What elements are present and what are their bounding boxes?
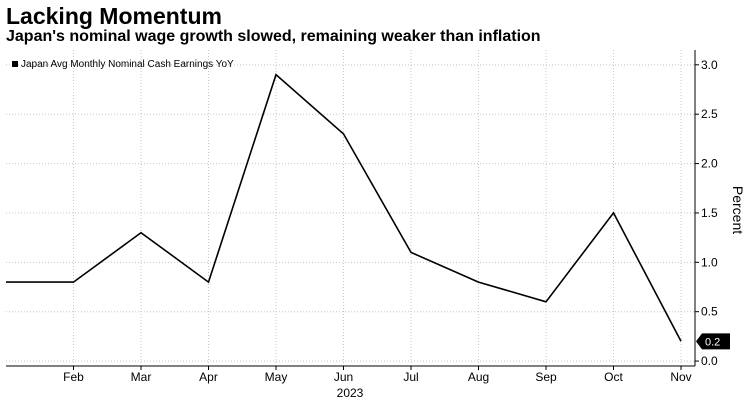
- x-tick-label: Aug: [468, 370, 489, 384]
- chart-title: Lacking Momentum: [6, 3, 222, 29]
- last-value-label: 0.2: [705, 336, 720, 348]
- x-axis-year-label: 2023: [337, 386, 364, 400]
- legend-label: Japan Avg Monthly Nominal Cash Earnings …: [21, 59, 234, 70]
- legend-swatch: [12, 61, 18, 67]
- x-tick-label: Nov: [670, 370, 691, 384]
- y-tick-label: 2.5: [701, 107, 718, 121]
- y-tick-label: 1.0: [701, 255, 718, 269]
- y-tick-label: 0.0: [701, 354, 718, 368]
- x-axis-ticks: Feb Mar Apr May Jun Jul Aug Sep Oct Nov: [63, 366, 692, 384]
- last-value-badge-shape: [696, 333, 730, 350]
- chart-subtitle: Japan's nominal wage growth slowed, rema…: [6, 28, 541, 45]
- x-tick-label: Apr: [199, 370, 218, 384]
- y-tick-label: 2.0: [701, 157, 718, 171]
- x-tick-label: Jul: [403, 370, 418, 384]
- series-line: [6, 73, 682, 342]
- gridlines: [6, 50, 695, 366]
- x-tick-label: Oct: [604, 370, 623, 384]
- y-tick-label: 1.5: [701, 206, 718, 220]
- x-tick-label: Jun: [334, 370, 353, 384]
- x-tick-label: Sep: [535, 370, 557, 384]
- y-tick-label: 3.0: [701, 58, 718, 72]
- y-axis-ticks: 0.0 0.5 1.0 1.5 2.0 2.5 3.0: [695, 58, 718, 368]
- x-tick-label: Mar: [131, 370, 152, 384]
- x-tick-label: Feb: [63, 370, 84, 384]
- x-tick-label: May: [265, 370, 288, 384]
- y-tick-label: 0.5: [701, 305, 718, 319]
- y-axis-title: Percent: [730, 186, 746, 234]
- last-value-badge: 0.2: [696, 333, 730, 350]
